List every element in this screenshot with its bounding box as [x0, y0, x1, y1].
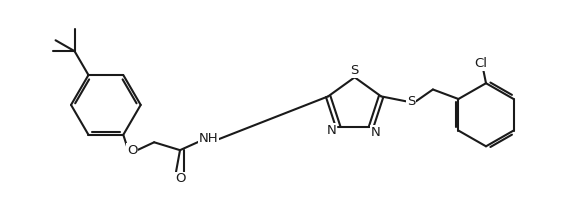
Text: N: N [371, 126, 381, 139]
Text: S: S [350, 64, 359, 77]
Text: S: S [407, 95, 415, 108]
Text: NH: NH [199, 132, 218, 145]
Text: O: O [127, 144, 138, 157]
Text: Cl: Cl [474, 57, 487, 70]
Text: O: O [175, 172, 185, 185]
Text: N: N [327, 124, 336, 137]
